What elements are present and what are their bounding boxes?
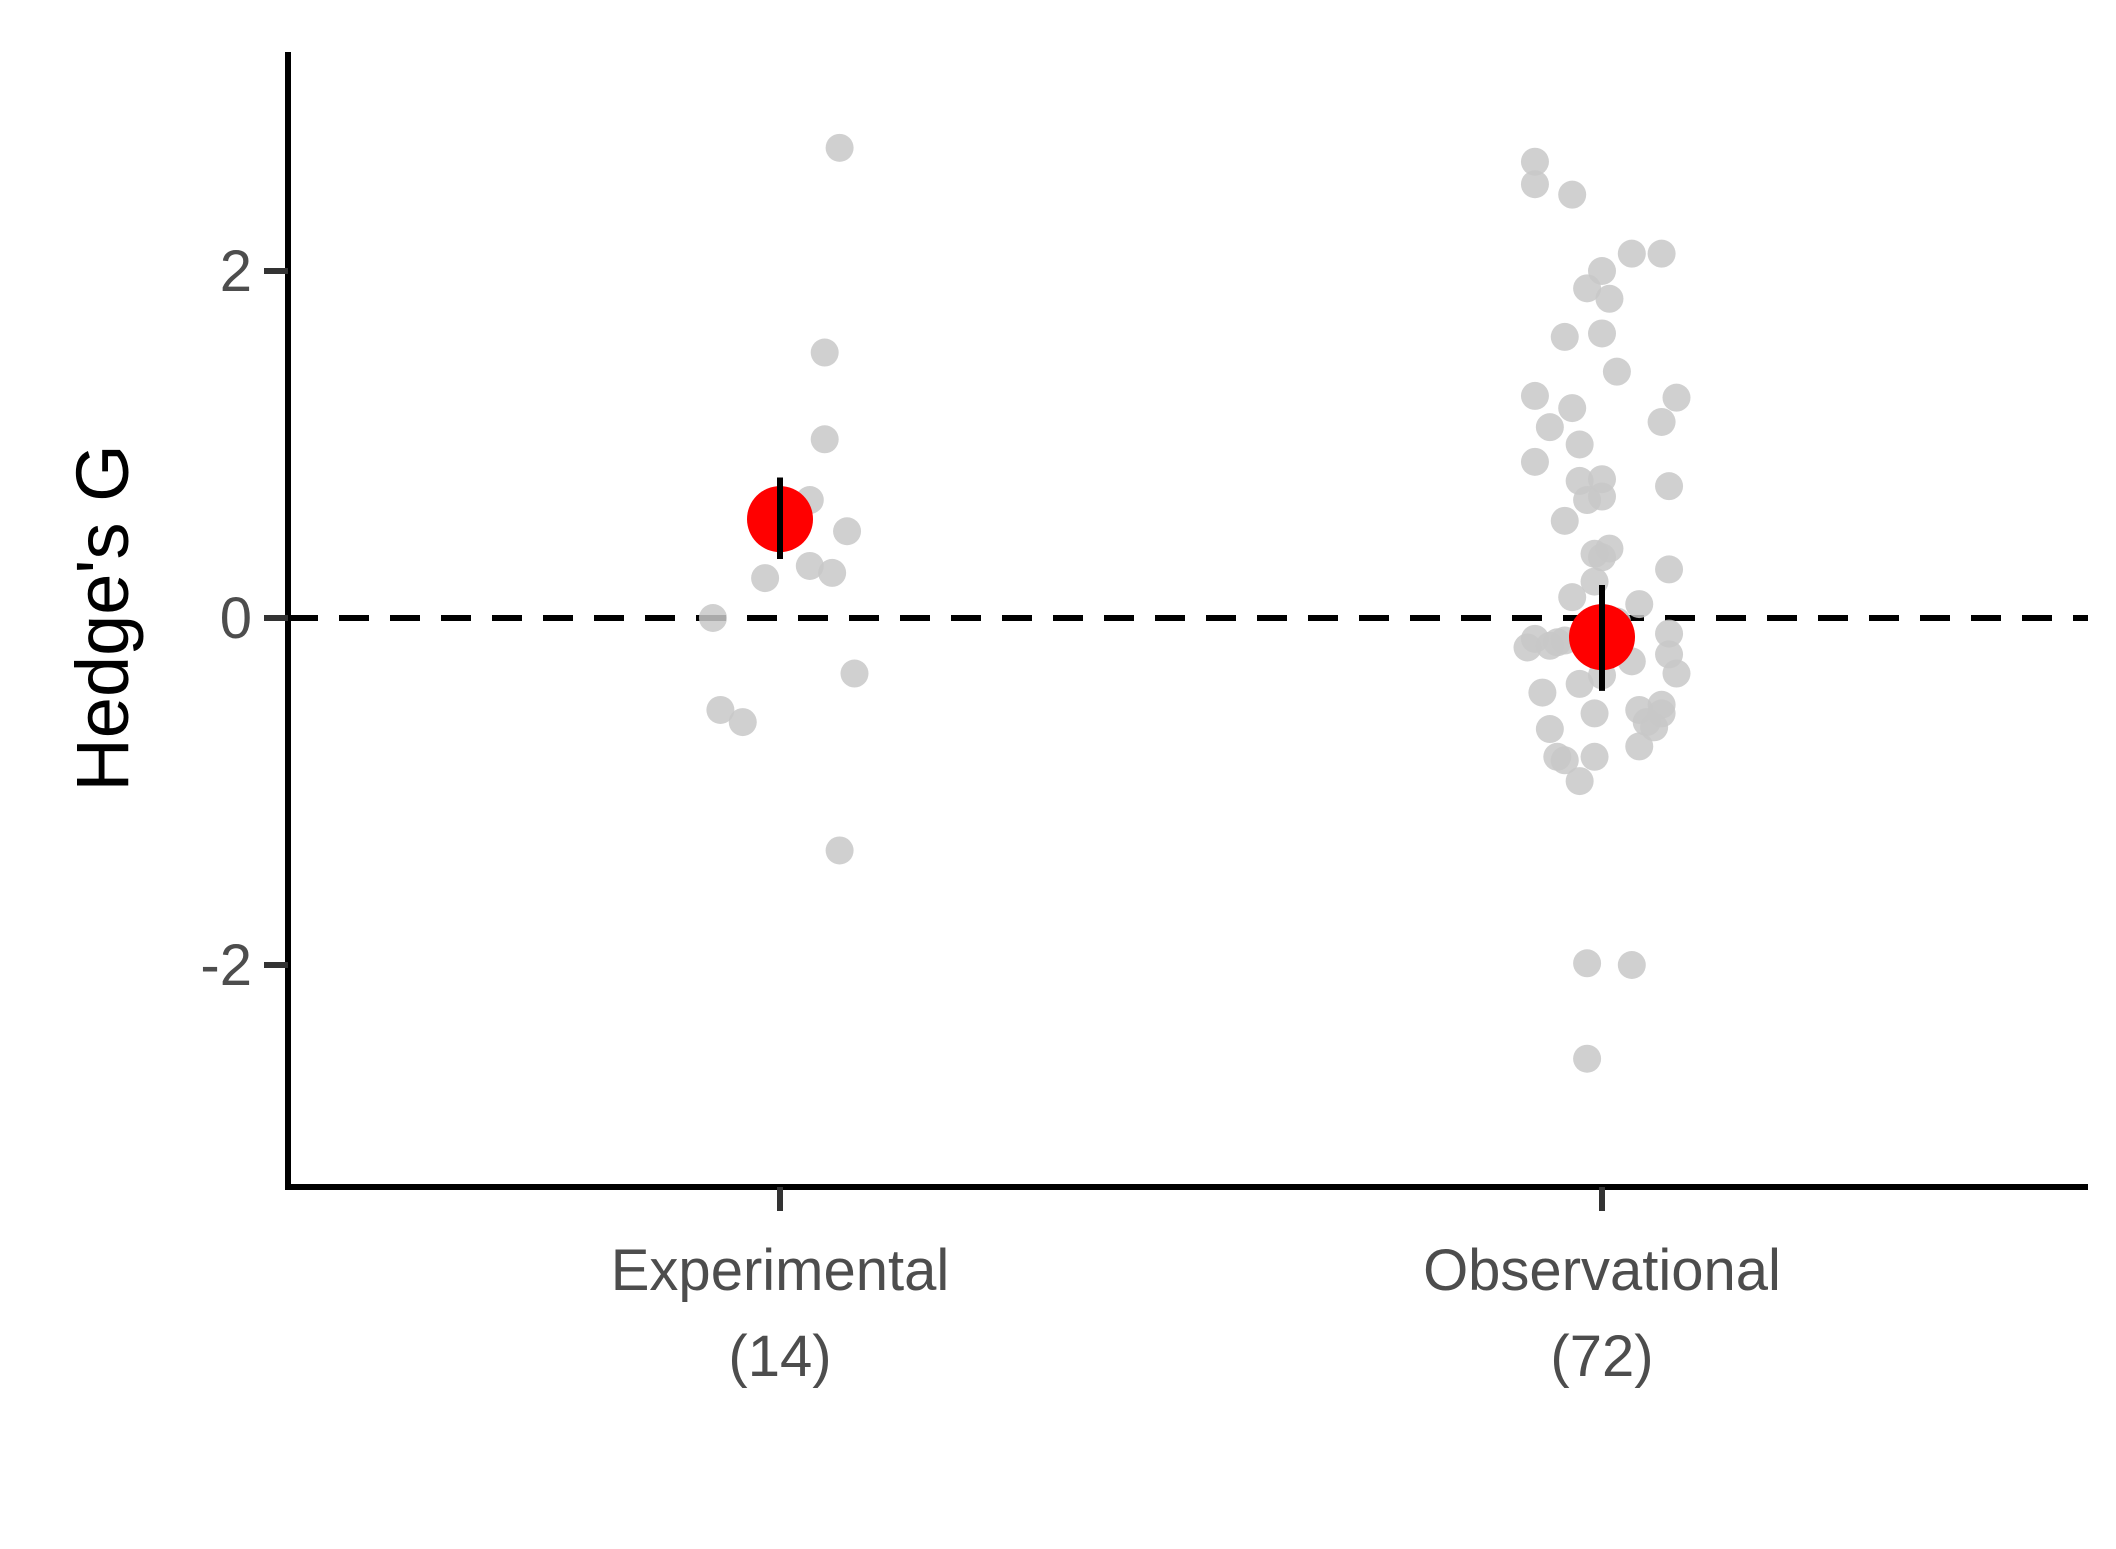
data-point [1640,713,1669,742]
data-point [1558,394,1587,423]
data-point [1565,430,1594,459]
data-point [751,564,780,593]
data-point [1550,506,1579,535]
labels-layer: -2 0 2 Experimental (14) Observational (72) Hed… [61,239,1781,1389]
data-point [1550,746,1579,775]
data-point [1595,284,1624,313]
data-point [1565,767,1594,796]
data-point [810,425,839,454]
data-point [1647,239,1676,268]
data-point [1565,669,1594,698]
data-points-layer [698,133,1691,1073]
data-point [1588,482,1616,511]
data-point [1550,322,1579,351]
data-point [1625,732,1654,761]
data-point [818,558,847,587]
data-point [1558,583,1587,612]
y-tick-label: 0 [220,586,252,651]
data-point [1662,659,1691,688]
data-point [795,551,824,580]
x-tick-count-label: (14) [728,1324,831,1389]
data-point [1617,951,1646,979]
data-point [825,133,854,162]
data-point [1558,180,1587,209]
data-point [1520,147,1549,176]
data-point [1520,170,1549,199]
data-point [1573,1044,1602,1073]
data-point [1528,678,1557,707]
data-point [1655,555,1684,584]
data-point [1617,239,1646,268]
data-point [825,836,854,865]
data-point [1573,949,1602,978]
data-point [1655,472,1684,501]
y-axis-title: Hedge's G [61,444,144,791]
x-tick-count-label: (72) [1550,1324,1653,1389]
x-tick-label: Observational [1423,1238,1781,1303]
summary-layer [747,477,1635,691]
axes-layer [264,52,2088,1211]
data-point [1580,742,1609,771]
y-tick-label: 2 [220,239,252,304]
data-point [1647,407,1676,436]
data-point [1535,413,1564,442]
data-point [706,695,735,724]
data-point [698,604,727,632]
data-point [1535,715,1564,744]
data-point [840,659,869,688]
data-point [810,338,839,367]
data-point [1602,357,1631,386]
data-point [1655,619,1684,648]
data-point [1588,543,1616,572]
data-point [1520,381,1549,410]
data-point [1520,447,1549,476]
data-point [1573,274,1602,303]
data-point [1580,699,1609,728]
y-tick-label: -2 [200,933,252,998]
data-point [1662,383,1691,412]
data-point [833,517,862,546]
data-point [1588,319,1616,348]
data-point [1625,590,1654,619]
data-point [728,708,757,737]
x-tick-label: Experimental [611,1238,949,1303]
